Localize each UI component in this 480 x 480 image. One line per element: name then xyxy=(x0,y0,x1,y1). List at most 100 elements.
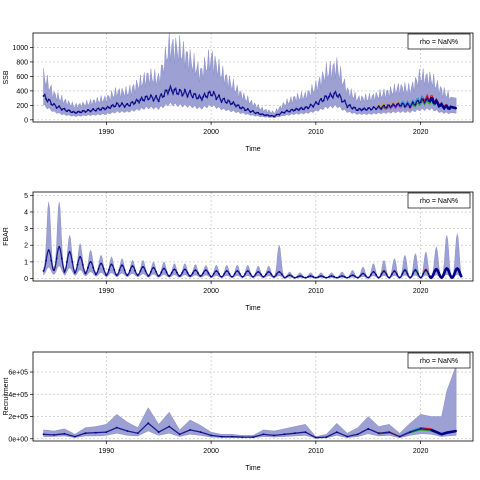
recruitment-point xyxy=(294,432,296,435)
fbar-point xyxy=(74,271,76,274)
ssb-point xyxy=(100,108,102,111)
ssb-point xyxy=(325,95,328,98)
ssb-point xyxy=(315,101,317,103)
ssb-point xyxy=(165,89,168,92)
ssb-point xyxy=(66,110,68,113)
fbar-point xyxy=(194,269,197,272)
fbar-point xyxy=(184,268,186,271)
ssb-point xyxy=(301,108,304,111)
fbar-x-tick-label: 1990 xyxy=(99,288,115,295)
fbar-point xyxy=(315,276,317,279)
recruitment-point xyxy=(356,433,359,436)
fbar-point xyxy=(288,274,291,277)
fbar-point xyxy=(76,263,79,266)
fbar-point xyxy=(176,271,178,274)
fbar-point xyxy=(63,271,66,273)
fbar-point xyxy=(393,270,396,272)
ssb-y-tick-label: 200 xyxy=(16,103,28,110)
fbar-y-tick-label: 2 xyxy=(24,243,28,250)
recruitment-plot-frame xyxy=(32,351,474,442)
fbar-point xyxy=(173,268,176,271)
ssb-y-tick-label: 600 xyxy=(16,74,28,81)
fbar-point xyxy=(296,275,299,278)
ssb-y-tick-label: 0 xyxy=(24,117,28,124)
fbar-point xyxy=(92,266,95,269)
fbar-point xyxy=(239,273,241,275)
fbar-point xyxy=(220,275,223,278)
fbar-point xyxy=(370,273,372,276)
ssb-point xyxy=(71,111,74,114)
ssb-point xyxy=(406,102,409,105)
ssb-point xyxy=(131,101,134,103)
recruitment-point xyxy=(346,435,349,438)
fbar-point xyxy=(84,272,87,275)
fbar-point xyxy=(349,275,351,278)
fbar-point xyxy=(341,275,343,277)
fbar-point xyxy=(189,275,192,277)
fbar-point xyxy=(233,273,236,275)
fbar-point xyxy=(113,268,116,271)
fbar-point xyxy=(223,273,226,275)
fbar-point xyxy=(267,271,270,273)
fbar-final-estimate xyxy=(428,266,463,280)
fbar-point xyxy=(320,275,322,277)
ssb-point xyxy=(212,91,215,93)
fbar-x-tick-label: 2020 xyxy=(413,288,429,295)
recruitment-point xyxy=(157,431,160,433)
ssb-point xyxy=(144,95,147,98)
ssb-point xyxy=(383,104,385,107)
fbar-point xyxy=(359,274,362,277)
fbar-point xyxy=(157,275,160,277)
recruitment-point xyxy=(388,431,391,433)
ssb-point xyxy=(377,105,380,107)
ssb-point xyxy=(322,99,325,102)
ssb-point xyxy=(115,102,118,104)
ssb-point xyxy=(280,111,283,113)
recruitment-point xyxy=(283,433,286,436)
ssb-point xyxy=(223,97,226,100)
recruitment-point xyxy=(241,436,244,438)
ssb-point xyxy=(346,106,349,108)
fbar-point xyxy=(252,275,254,278)
fbar-point xyxy=(249,273,252,275)
ssb-point xyxy=(152,99,155,102)
fbar-point xyxy=(286,275,288,278)
fbar-confidence-band xyxy=(43,201,462,279)
fbar-point xyxy=(377,276,380,279)
ssb-y-axis-label: SSB xyxy=(3,70,10,84)
fbar-point xyxy=(205,269,207,272)
recruitment-point xyxy=(105,431,108,433)
fbar-point xyxy=(317,275,320,278)
ssb-point xyxy=(370,108,372,111)
ssb-point xyxy=(102,107,105,110)
fbar-point xyxy=(68,251,71,253)
ssb-point xyxy=(312,105,315,108)
ssb-point xyxy=(47,98,50,101)
ssb-y-tick-label: 400 xyxy=(16,88,28,95)
fbar-point xyxy=(118,269,121,272)
ssb-point xyxy=(170,89,173,92)
ssb-point xyxy=(273,115,275,118)
recruitment-point xyxy=(335,431,338,433)
ssb-point xyxy=(118,105,121,108)
ssb-point xyxy=(317,103,320,106)
ssb-point xyxy=(220,101,223,103)
ssb-y-tick-label: 1000 xyxy=(12,45,28,52)
ssb-point xyxy=(260,113,262,116)
recruitment-point xyxy=(367,427,370,430)
ssb-point xyxy=(87,108,89,111)
recruitment-point xyxy=(189,429,192,431)
fbar-point xyxy=(165,271,168,274)
ssb-point xyxy=(231,102,233,105)
ssb-point xyxy=(419,101,422,103)
ssb-point xyxy=(398,104,401,107)
fbar-point xyxy=(294,276,296,279)
fbar-point xyxy=(228,273,231,275)
fbar-point xyxy=(343,275,346,278)
recruitment-x-axis-label: Time xyxy=(245,465,260,472)
fbar-y-tick-label: 3 xyxy=(24,226,28,233)
fbar-point xyxy=(97,268,100,270)
fbar-point xyxy=(273,275,275,278)
ssb-point xyxy=(396,103,398,106)
ssb-point xyxy=(362,108,364,111)
